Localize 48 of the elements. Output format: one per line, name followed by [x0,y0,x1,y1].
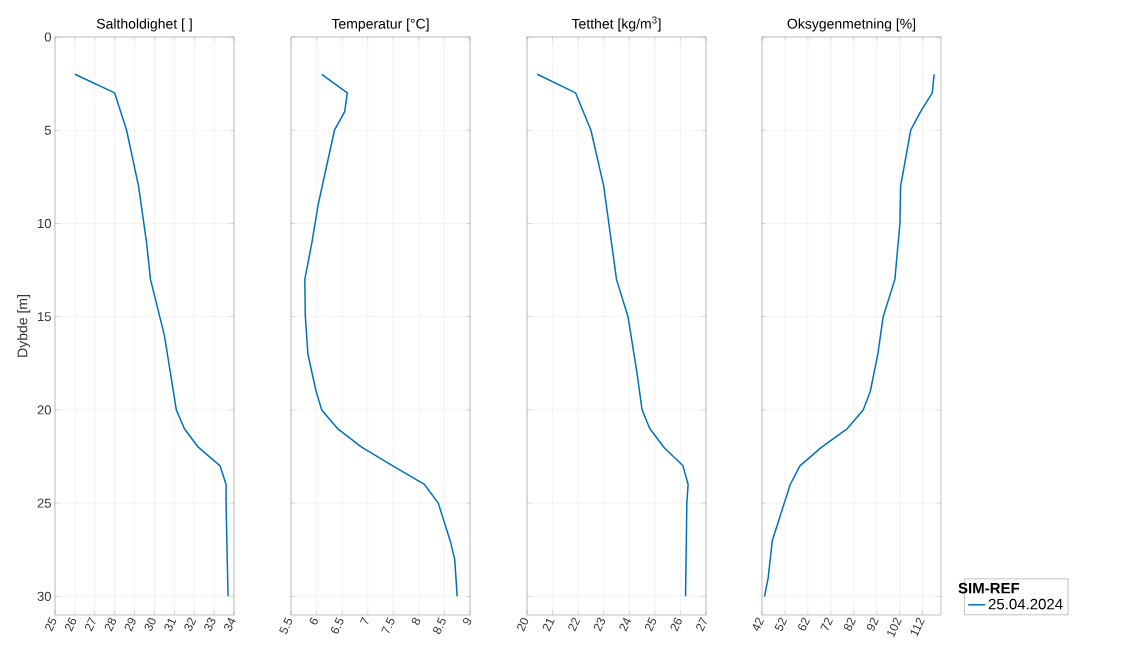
y-tick-label: 25 [37,498,51,508]
chart-title: Temperatur [°C] [331,18,429,32]
x-tick-label: 7 [359,617,369,625]
x-tick-label: 8.5 [433,617,446,634]
x-tick-label: 32 [184,617,197,631]
x-tick-label: 26 [670,617,682,632]
x-tick-label: 34 [224,617,236,631]
x-tick-label: 102 [887,617,902,638]
x-tick-label: 31 [164,618,177,631]
chart-title: Oksygenmetning [%] [787,18,916,32]
x-tick-label: 20 [517,617,529,632]
x-tick-label: 8 [411,617,421,625]
y-tick-label: 30 [37,591,51,601]
legend-label: 25.04.2024 [988,598,1063,610]
y-tick-label: 0 [44,32,51,42]
x-tick-label: 7.5 [381,617,395,634]
y-tick-label: 10 [38,218,51,229]
legend-title: SIM-REF [958,582,1020,594]
y-axis-title: Dybde [m] [17,295,31,357]
x-tick-label: 29 [124,617,136,632]
x-tick-label: 28 [104,617,117,632]
x-tick-label: 62 [798,617,810,631]
y-tick-label: 15 [38,312,51,322]
chart-title: Saltholdighet [ ] [96,18,192,32]
x-tick-label: 112 [910,617,925,637]
x-tick-label: 26 [65,617,77,632]
x-tick-label: 92 [866,617,879,631]
x-tick-label: 72 [820,617,833,631]
x-tick-label: 52 [774,617,787,631]
x-tick-label: 21 [542,618,555,632]
x-tick-label: 82 [843,617,856,631]
x-tick-label: 6 [309,617,318,625]
x-tick-label: 27 [696,617,707,632]
chart-title: Tetthet [kg/m$^{3}$] [571,16,661,32]
x-tick-label: 23 [593,617,606,632]
x-tick-label: 6.5 [330,617,344,634]
line-series [74,73,229,598]
x-tick-label: 5.5 [279,617,293,634]
y-tick-label: 5 [44,125,51,135]
y-tick-label: 20 [37,405,51,415]
x-tick-label: 25 [644,617,657,632]
x-tick-label: 27 [84,617,96,632]
x-tick-label: 9 [462,617,472,625]
x-tick-label: 22 [568,617,581,632]
x-tick-label: 42 [752,617,765,632]
x-tick-label: 33 [204,617,216,631]
x-tick-label: 24 [619,617,631,632]
x-tick-label: 30 [144,617,156,631]
